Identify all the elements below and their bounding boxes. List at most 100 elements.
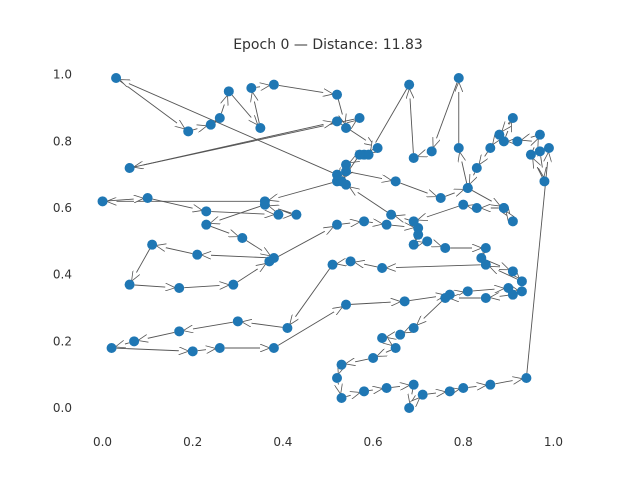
city-point [435, 193, 446, 203]
tour-arrow [480, 151, 488, 164]
city-point [462, 286, 473, 297]
tour-arrow [270, 182, 333, 200]
tour-arrow [184, 285, 228, 288]
tour-arrow [157, 246, 193, 255]
y-tick-label: 0.2 [53, 334, 72, 348]
city-point [458, 383, 469, 393]
city-point [512, 136, 523, 147]
tour-arrow [410, 389, 413, 404]
tour-arrow [211, 205, 261, 223]
city-point [336, 359, 347, 370]
city-point [354, 149, 365, 160]
city-point [332, 373, 343, 383]
city-point [129, 336, 140, 347]
city-point [534, 146, 545, 157]
tour-arrow [495, 379, 521, 384]
city-point [485, 143, 496, 153]
city-point [399, 296, 410, 307]
city-point [332, 169, 343, 180]
city-point [363, 149, 374, 160]
tour-arrows [108, 80, 549, 404]
x-tick-label: 0.0 [93, 435, 112, 449]
city-point [147, 239, 158, 250]
tour-arrow [522, 136, 536, 140]
tour-arrow [433, 82, 458, 147]
tour-arrow [493, 139, 496, 144]
city-point [404, 403, 415, 413]
city-point [494, 129, 505, 140]
city-point [516, 286, 527, 297]
y-tick-label: 1.0 [53, 68, 72, 82]
tour-arrow [409, 295, 445, 302]
city-point [539, 176, 550, 187]
tour-arrow [418, 153, 427, 156]
tour-arrow [432, 243, 441, 246]
tour-arrow [541, 156, 544, 176]
tour-arrow [355, 262, 378, 267]
city-point [282, 323, 293, 333]
city-point [246, 83, 257, 93]
city-point [480, 293, 491, 303]
city-point [106, 343, 117, 353]
tour-arrow [134, 122, 332, 168]
city-point [404, 79, 415, 90]
tour-arrow [341, 222, 359, 224]
city-point [111, 73, 122, 83]
city-point [264, 256, 275, 267]
city-point [341, 299, 352, 310]
city-point [174, 283, 185, 293]
y-tick-label: 0.6 [53, 201, 72, 215]
tour-arrow [107, 198, 143, 201]
city-point [291, 209, 302, 220]
city-point [534, 129, 545, 140]
city-point [413, 229, 424, 240]
city-point [471, 203, 482, 213]
tour-arrow [221, 96, 227, 114]
tour-arrow [134, 285, 175, 288]
tour-arrow [526, 153, 549, 374]
city-point [408, 323, 419, 333]
city-point [332, 89, 343, 100]
tour-arrow [152, 198, 202, 210]
city-point [377, 263, 388, 273]
tour-arrow [121, 80, 333, 174]
city-point [273, 209, 284, 220]
tour-arrow [513, 289, 517, 290]
tour-arrow [387, 265, 481, 268]
city-point [332, 116, 343, 127]
tour-arrow [237, 264, 266, 283]
city-point [480, 259, 491, 270]
tour-arrow [368, 222, 382, 224]
city-point [462, 183, 473, 193]
tour-arrow [273, 227, 333, 260]
city-point [214, 113, 225, 123]
tour-arrow [470, 172, 475, 184]
city-point [426, 146, 437, 157]
tour-arrow [116, 343, 130, 347]
city-point [453, 73, 464, 83]
y-tick-label: 0.4 [53, 268, 72, 282]
city-point [237, 233, 248, 243]
y-tick-label: 0.8 [53, 134, 72, 148]
tour-arrow [386, 341, 391, 345]
city-point [485, 379, 496, 390]
city-point [444, 386, 455, 397]
city-point [368, 353, 379, 363]
x-tick-label: 1.0 [544, 435, 563, 449]
tour-arrow [471, 190, 499, 205]
x-tick-label: 0.4 [273, 435, 292, 449]
tour-arrow [197, 349, 215, 351]
city-point [417, 389, 428, 400]
tour-arrow [455, 292, 463, 294]
city-point [124, 163, 135, 173]
city-point [408, 216, 419, 227]
city-point [471, 163, 482, 173]
tour-arrow [405, 330, 410, 332]
city-point [359, 216, 370, 227]
tour-arrow [243, 322, 283, 328]
tour-arrow [413, 398, 419, 404]
tour-arrow [400, 182, 436, 196]
x-tick-label: 0.6 [364, 435, 383, 449]
tour-arrow [339, 369, 340, 373]
